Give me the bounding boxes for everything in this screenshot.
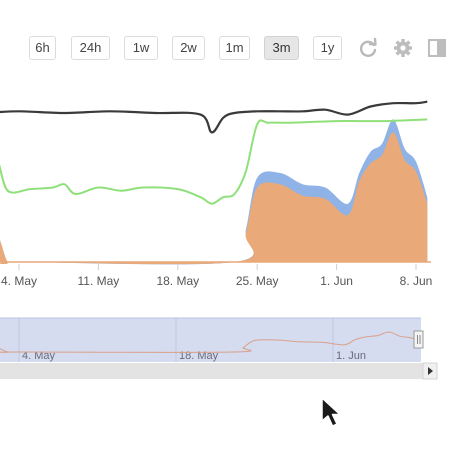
navigator-handle-right[interactable] bbox=[413, 330, 424, 349]
panel-toggle-icon[interactable] bbox=[426, 36, 448, 60]
navigator-label: 18. May bbox=[179, 350, 219, 362]
range-button-2w[interactable]: 2w bbox=[172, 36, 205, 60]
x-tick-label: 8. Jun bbox=[400, 274, 433, 288]
range-button-3m[interactable]: 3m bbox=[264, 36, 299, 60]
range-selector-toolbar: 6h 24h 1w 2w 1m 3m 1y bbox=[0, 36, 450, 62]
line-series-0 bbox=[0, 100, 428, 134]
area-series-3 bbox=[0, 132, 428, 265]
mouse-pointer-icon bbox=[320, 396, 346, 430]
range-button-1w[interactable]: 1w bbox=[124, 36, 158, 60]
range-button-6h[interactable]: 6h bbox=[29, 36, 56, 60]
x-tick-label: 1. Jun bbox=[320, 274, 353, 288]
gear-icon[interactable] bbox=[392, 36, 414, 60]
x-tick-label: 25. May bbox=[236, 274, 279, 288]
refresh-icon[interactable] bbox=[357, 36, 379, 60]
navigator-series bbox=[0, 331, 423, 353]
scrollbar-track[interactable] bbox=[0, 363, 423, 379]
scroll-right-arrow-icon bbox=[428, 367, 433, 375]
x-axis: 4. May 11. May 18. May 25. May 1. Jun 8. Jun bbox=[1, 264, 432, 288]
navigator-label: 4. May bbox=[22, 350, 56, 362]
navigator-label: 1. Jun bbox=[336, 350, 366, 362]
navigator-selection[interactable] bbox=[0, 318, 421, 362]
range-button-1m[interactable]: 1m bbox=[219, 36, 250, 60]
line-series-1 bbox=[0, 118, 428, 205]
navigator[interactable]: 4. May 18. May 1. Jun bbox=[0, 317, 438, 380]
x-tick-label: 18. May bbox=[156, 274, 199, 288]
x-tick-label: 4. May bbox=[1, 274, 37, 288]
plot-area bbox=[0, 100, 431, 265]
range-button-24h[interactable]: 24h bbox=[71, 36, 110, 60]
x-tick-label: 11. May bbox=[78, 274, 120, 288]
range-button-1y[interactable]: 1y bbox=[313, 36, 342, 60]
